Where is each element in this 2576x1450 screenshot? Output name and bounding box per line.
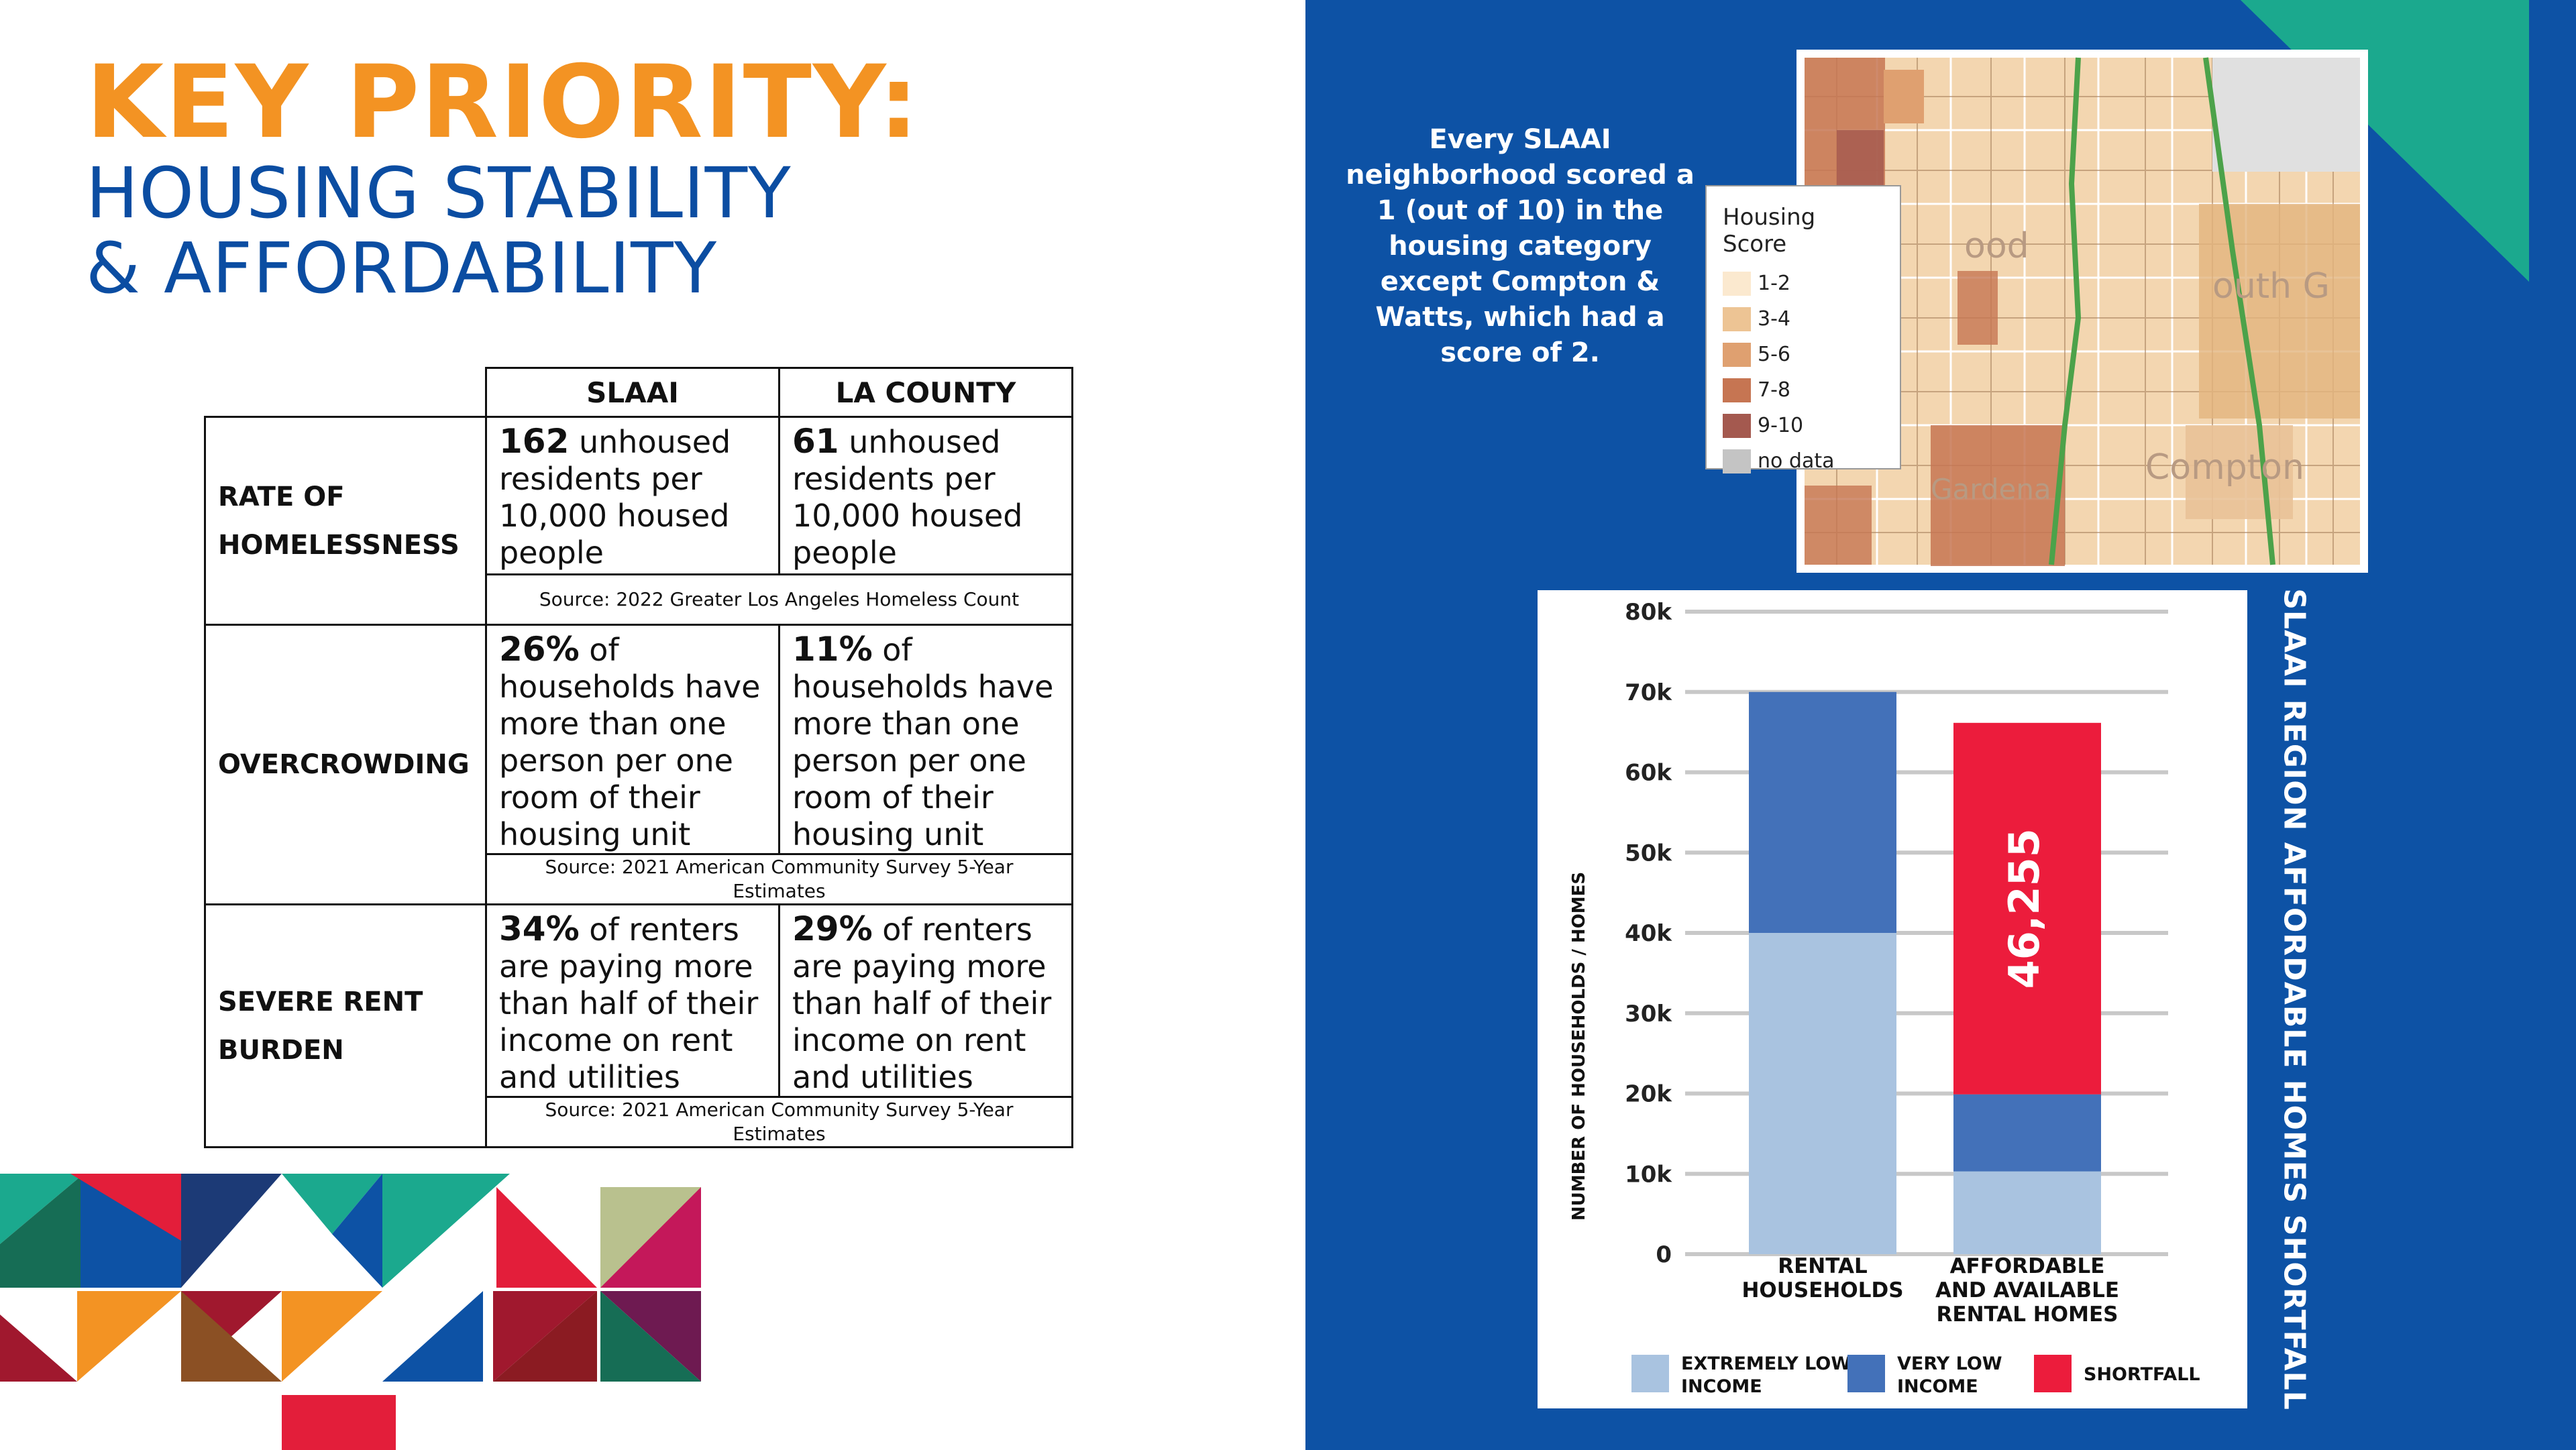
stacked-bar-chart: 0 10k 20k 30k 40k 50k 60k 70k 80k RENTALHOUSEHOL… — [1569, 599, 2200, 1397]
x-category-label: HOUSEHOLDS — [1741, 1278, 1903, 1302]
legend-item: 9-10 — [1723, 408, 1886, 443]
source-row: Source: 2021 American Community Survey 5… — [205, 1096, 1073, 1148]
legend-label: 7-8 — [1758, 378, 1790, 402]
y-tick-label: 60k — [1625, 760, 1672, 787]
legend-label: INCOME — [1681, 1376, 1762, 1397]
bars — [1749, 691, 2101, 1254]
map-label-partial-2: outh G — [2212, 266, 2330, 306]
y-axis-label: NUMBER OF HOUSEHOLDS / HOMES — [1569, 872, 1589, 1221]
slaai-rent-burden-cell: 34% of renters are paying more than half… — [485, 903, 780, 1098]
legend-label: INCOME — [1897, 1376, 1978, 1397]
y-tick-label: 20k — [1625, 1081, 1672, 1108]
legend-items: 1-2 3-4 5-6 7-8 9-10 no data — [1723, 266, 1886, 479]
bar-segment-very-low-income — [1749, 691, 1896, 933]
source-row: Source: 2022 Greater Los Angeles Homeles… — [205, 573, 1073, 626]
housing-comparison-table: SLAAI LA COUNTY RATE OF HOMELESSNESS 162… — [204, 367, 1073, 1148]
legend-swatch — [2034, 1355, 2072, 1392]
chart-panel: 0 10k 20k 30k 40k 50k 60k 70k 80k RENTAL HOUSEHOL… — [1538, 590, 2247, 1408]
y-tick-label: 30k — [1625, 1001, 1672, 1027]
shortfall-data-label: 46,255 — [2000, 828, 2049, 989]
legend-label: 9-10 — [1758, 414, 1804, 437]
y-tick-labels: 0 10k 20k 30k 40k 50k 60k 70k 80k — [1625, 599, 1672, 1268]
bar-segment-extremely-low-income — [1749, 933, 1896, 1254]
x-category-label: AND AVAILABLE — [1935, 1278, 2119, 1302]
x-category-label: AFFORDABLE — [1950, 1254, 2105, 1278]
y-tick-label: 50k — [1625, 840, 1672, 867]
source-homelessness: Source: 2022 Greater Los Angeles Homeles… — [485, 573, 1073, 626]
y-tick-label: 0 — [1656, 1241, 1672, 1268]
housing-score-note: Every SLAAI neighborhood scored a 1 (out… — [1346, 124, 1695, 368]
legend-item: 1-2 — [1723, 266, 1886, 301]
legend-title: Housing Score — [1723, 204, 1816, 258]
bar-segment-extremely-low-income — [1953, 1171, 2101, 1254]
legend-swatch — [1723, 342, 1751, 367]
legend-item: no data — [1723, 443, 1886, 479]
legend-item: 7-8 — [1723, 372, 1886, 408]
subtitle-line-1: HOUSING STABILITY — [86, 152, 792, 234]
legend-swatch — [1631, 1355, 1669, 1392]
county-rent-burden-cell: 29% of renters are paying more than half… — [778, 903, 1073, 1098]
table-row: RATE OF HOMELESSNESS 162 unhoused reside… — [204, 416, 1073, 626]
column-header-slaai: SLAAI — [485, 367, 780, 418]
legend-label: 3-4 — [1758, 307, 1790, 331]
source-row: Source: 2021 American Community Survey 5… — [205, 853, 1073, 905]
source-overcrowding: Source: 2021 American Community Survey 5… — [485, 853, 1073, 905]
y-tick-label: 80k — [1625, 599, 1672, 626]
y-tick-label: 10k — [1625, 1161, 1672, 1188]
map-label-compton: Compton — [2145, 447, 2304, 488]
bar-segment-very-low-income — [1953, 1094, 2101, 1172]
legend-swatch — [1723, 449, 1751, 473]
map-label-partial-1: ood — [1964, 226, 2029, 266]
legend-swatch — [1723, 378, 1751, 402]
map-label-gardena: Gardena — [1931, 473, 2051, 506]
table-row: OVERCROWDING 26% of households have more… — [204, 624, 1073, 905]
geometric-pattern-decoration — [0, 1174, 701, 1450]
x-category-label: RENTAL — [1778, 1254, 1867, 1278]
legend-label: 1-2 — [1758, 272, 1790, 295]
legend-swatch — [1847, 1355, 1885, 1392]
map-legend: Housing Score 1-2 3-4 5-6 7-8 9-10 no data — [1705, 185, 1901, 473]
slaai-homelessness-cell: 162 unhoused residents per 10,000 housed… — [485, 416, 780, 575]
x-category-label: RENTAL HOMES — [1937, 1302, 2118, 1327]
row-label-rent-burden: SEVERE RENT BURDEN — [204, 903, 487, 1148]
table-row: SEVERE RENT BURDEN 34% of renters are pa… — [204, 903, 1073, 1148]
legend-label: SHORTFALL — [2084, 1364, 2200, 1385]
legend-item: 5-6 — [1723, 337, 1886, 372]
y-tick-label: 40k — [1625, 920, 1672, 947]
legend-label: 5-6 — [1758, 343, 1790, 366]
row-label-homelessness: RATE OF HOMELESSNESS — [204, 416, 487, 626]
column-header-la-county: LA COUNTY — [778, 367, 1073, 418]
county-overcrowding-cell: 11% of households have more than one per… — [778, 624, 1073, 855]
page-subtitle: HOUSING STABILITY & AFFORDABILITY — [86, 156, 792, 306]
county-homelessness-cell: 61 unhoused residents per 10,000 housed … — [778, 416, 1073, 575]
chart-title: SLAAI REGION AFFORDABLE HOMES SHORTFALL — [2277, 588, 2312, 1410]
chart-title-vertical: SLAAI REGION AFFORDABLE HOMES SHORTFALL — [2274, 588, 2314, 1410]
legend-swatch — [1723, 306, 1751, 331]
source-rent-burden: Source: 2021 American Community Survey 5… — [485, 1096, 1073, 1148]
legend-label: no data — [1758, 449, 1835, 473]
key-priority-title: KEY PRIORITY: — [86, 44, 920, 161]
subtitle-line-2: & AFFORDABILITY — [86, 227, 718, 309]
table-header-row: SLAAI LA COUNTY — [205, 367, 1073, 418]
row-label-overcrowding: OVERCROWDING — [204, 624, 487, 905]
legend-label: EXTREMELY LOW — [1681, 1353, 1851, 1374]
legend-swatch — [1723, 271, 1751, 296]
y-tick-label: 70k — [1625, 679, 1672, 706]
legend-item: 3-4 — [1723, 301, 1886, 337]
slaai-overcrowding-cell: 26% of households have more than one per… — [485, 624, 780, 855]
bar-segment-shortfall — [1953, 722, 2101, 1095]
legend-label: VERY LOW — [1897, 1353, 2002, 1374]
legend-swatch — [1723, 413, 1751, 438]
